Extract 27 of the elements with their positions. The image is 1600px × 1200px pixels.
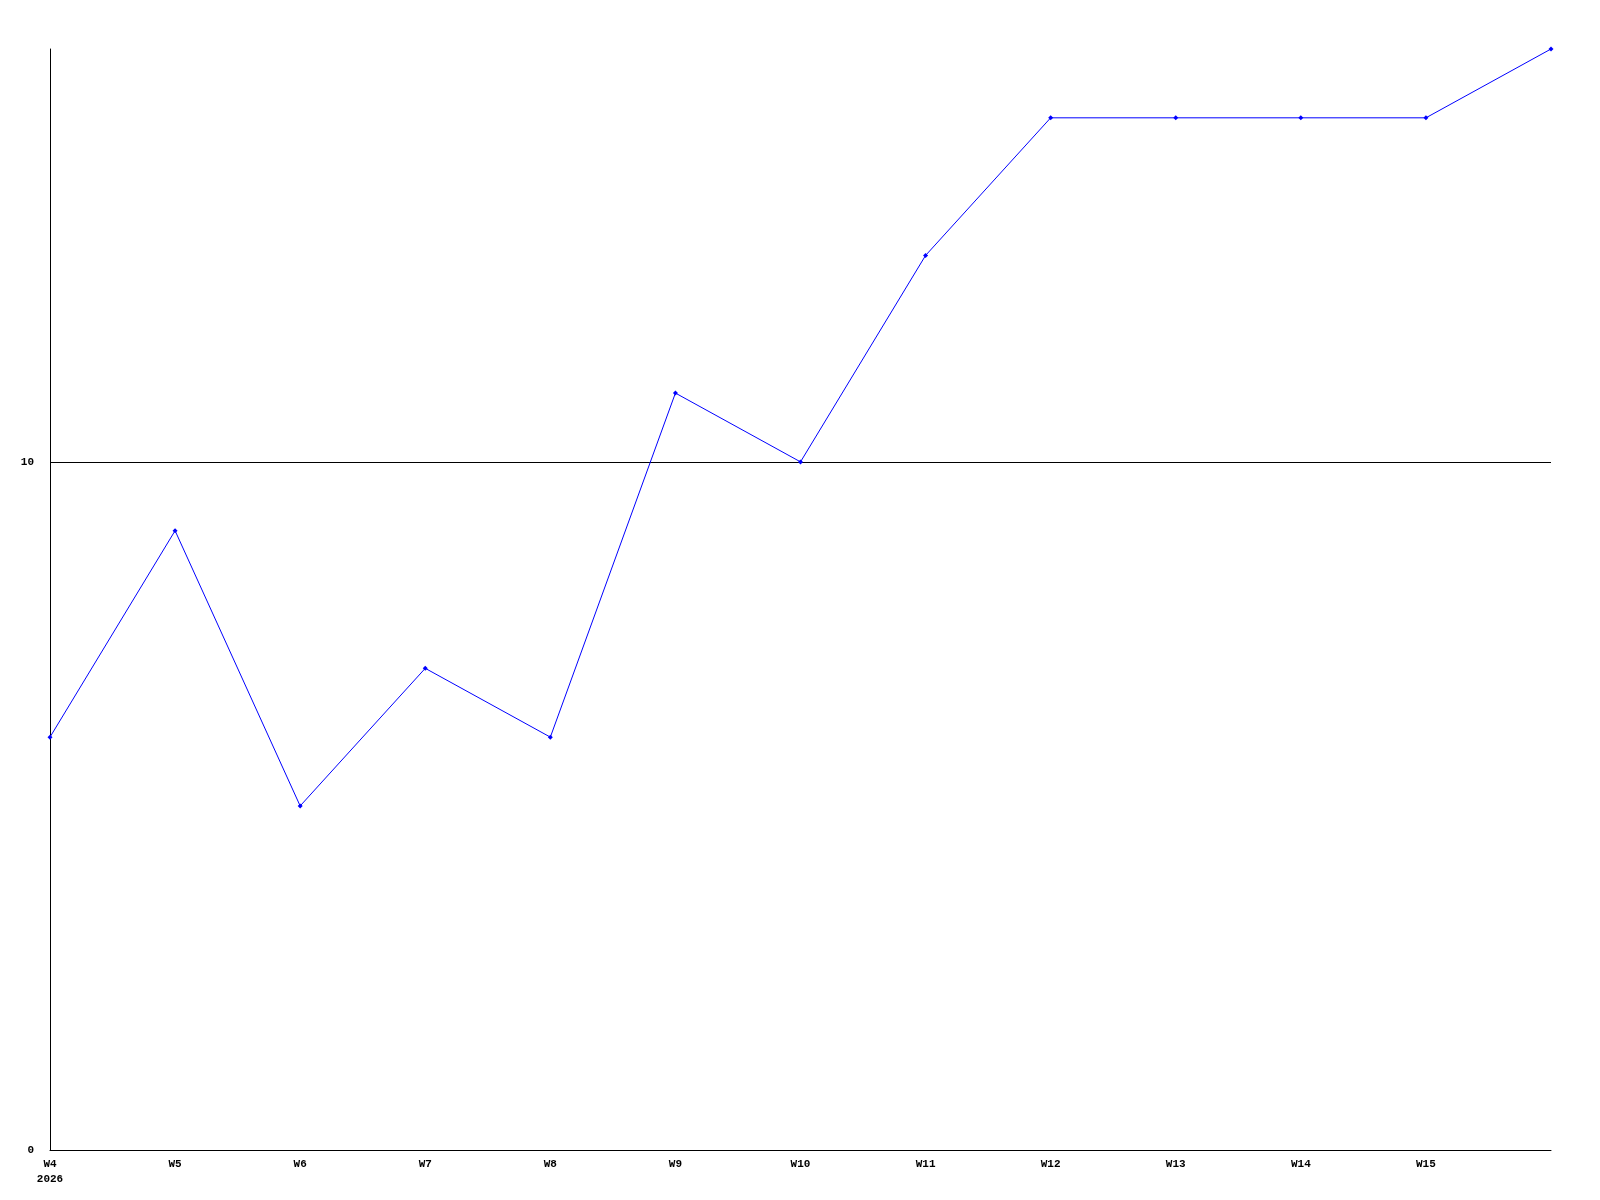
point (422, 665, 428, 671)
point (297, 803, 303, 809)
point (923, 252, 929, 258)
x-tick-label: W9 (668, 1157, 683, 1170)
x-tick-label: W10 (790, 1157, 811, 1170)
x-tick-label: W7 (418, 1157, 432, 1170)
point (798, 459, 803, 465)
x-tick-label: W4 2026 (36, 1157, 64, 1185)
point (672, 390, 678, 396)
x-tick-label: W6 (293, 1157, 307, 1170)
point (1423, 115, 1429, 121)
point (1048, 115, 1054, 121)
x-tick-label: W15 (1416, 1157, 1437, 1170)
y-tick-label: 0 (27, 1144, 34, 1156)
point (1298, 115, 1304, 121)
point (1548, 46, 1554, 52)
y-tick-label: 10 (20, 455, 34, 468)
x-tick-label: W5 (168, 1157, 183, 1170)
point (47, 734, 53, 740)
point (1173, 115, 1179, 121)
x-tick-label: W8 (543, 1157, 558, 1170)
point (547, 734, 553, 740)
x-tick-label: W12 (1040, 1157, 1061, 1170)
x-tick-label: W11 (915, 1157, 936, 1170)
point (172, 528, 178, 534)
x-tick-label: W13 (1165, 1157, 1187, 1170)
x-tick-label: W14 (1290, 1157, 1312, 1170)
